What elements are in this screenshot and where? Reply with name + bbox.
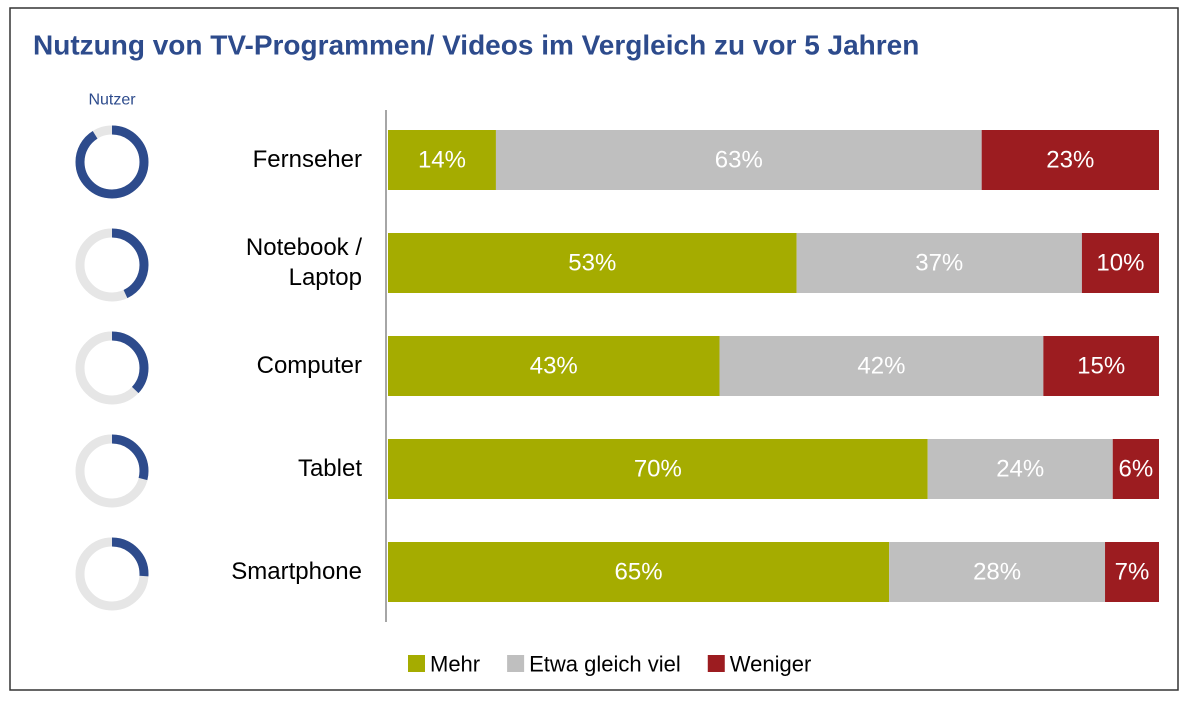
- bar-segment: [889, 542, 1106, 602]
- bar-label: 43%: [530, 353, 578, 380]
- bar-label: 70%: [634, 456, 682, 483]
- bar-label: 65%: [615, 559, 663, 586]
- bar-segment: [388, 542, 890, 602]
- legend-label: Weniger: [730, 652, 812, 677]
- bar-label: 14%: [418, 147, 466, 174]
- bar-segment: [495, 130, 982, 190]
- bar-label: 42%: [857, 353, 905, 380]
- category-label: Tablet: [297, 455, 362, 482]
- legend-label: Etwa gleich viel: [529, 652, 681, 677]
- bar-label: 7%: [1115, 559, 1150, 586]
- category-label: Notebook / Laptop: [245, 234, 362, 291]
- bar-label: 15%: [1077, 353, 1125, 380]
- bar-label: 37%: [915, 250, 963, 277]
- bar-segment: [1043, 336, 1159, 396]
- bar-segment: [1105, 542, 1159, 602]
- donut-arc: [75, 228, 149, 302]
- bar-label: 63%: [715, 147, 763, 174]
- bar-segment: [1081, 233, 1159, 293]
- donut-arc: [75, 125, 149, 199]
- legend-swatch: [507, 655, 525, 672]
- bar-segment: [388, 130, 496, 190]
- bar-label: 23%: [1046, 147, 1094, 174]
- donut-arc: [75, 537, 149, 611]
- legend-swatch: [408, 655, 425, 672]
- donut-arc: [75, 331, 149, 405]
- bar-label: 6%: [1119, 456, 1154, 483]
- bar-label: 28%: [973, 559, 1021, 586]
- bar-label: 10%: [1096, 250, 1144, 277]
- bar-segment: [388, 439, 928, 499]
- donut-title: Nutzer: [88, 92, 136, 109]
- category-label: Computer: [256, 352, 362, 379]
- bar-label: 53%: [568, 250, 616, 277]
- category-label: Smartphone: [231, 558, 362, 585]
- bar-segment: [796, 233, 1082, 293]
- bar-segment: [388, 233, 797, 293]
- chart-title: Nutzung von TV-Programmen/ Videos im Ver…: [33, 30, 919, 61]
- legend-label: Mehr: [430, 652, 480, 677]
- bar-segment: [981, 130, 1159, 190]
- frame: [9, 7, 1179, 691]
- donut-arc: [75, 434, 149, 508]
- bar-label: 24%: [996, 456, 1044, 483]
- bar-segment: [388, 336, 720, 396]
- bar-segment: [719, 336, 1044, 396]
- legend-swatch: [707, 655, 725, 672]
- bar-segment: [1112, 439, 1159, 499]
- category-label: Fernseher: [252, 146, 362, 173]
- bar-segment: [927, 439, 1113, 499]
